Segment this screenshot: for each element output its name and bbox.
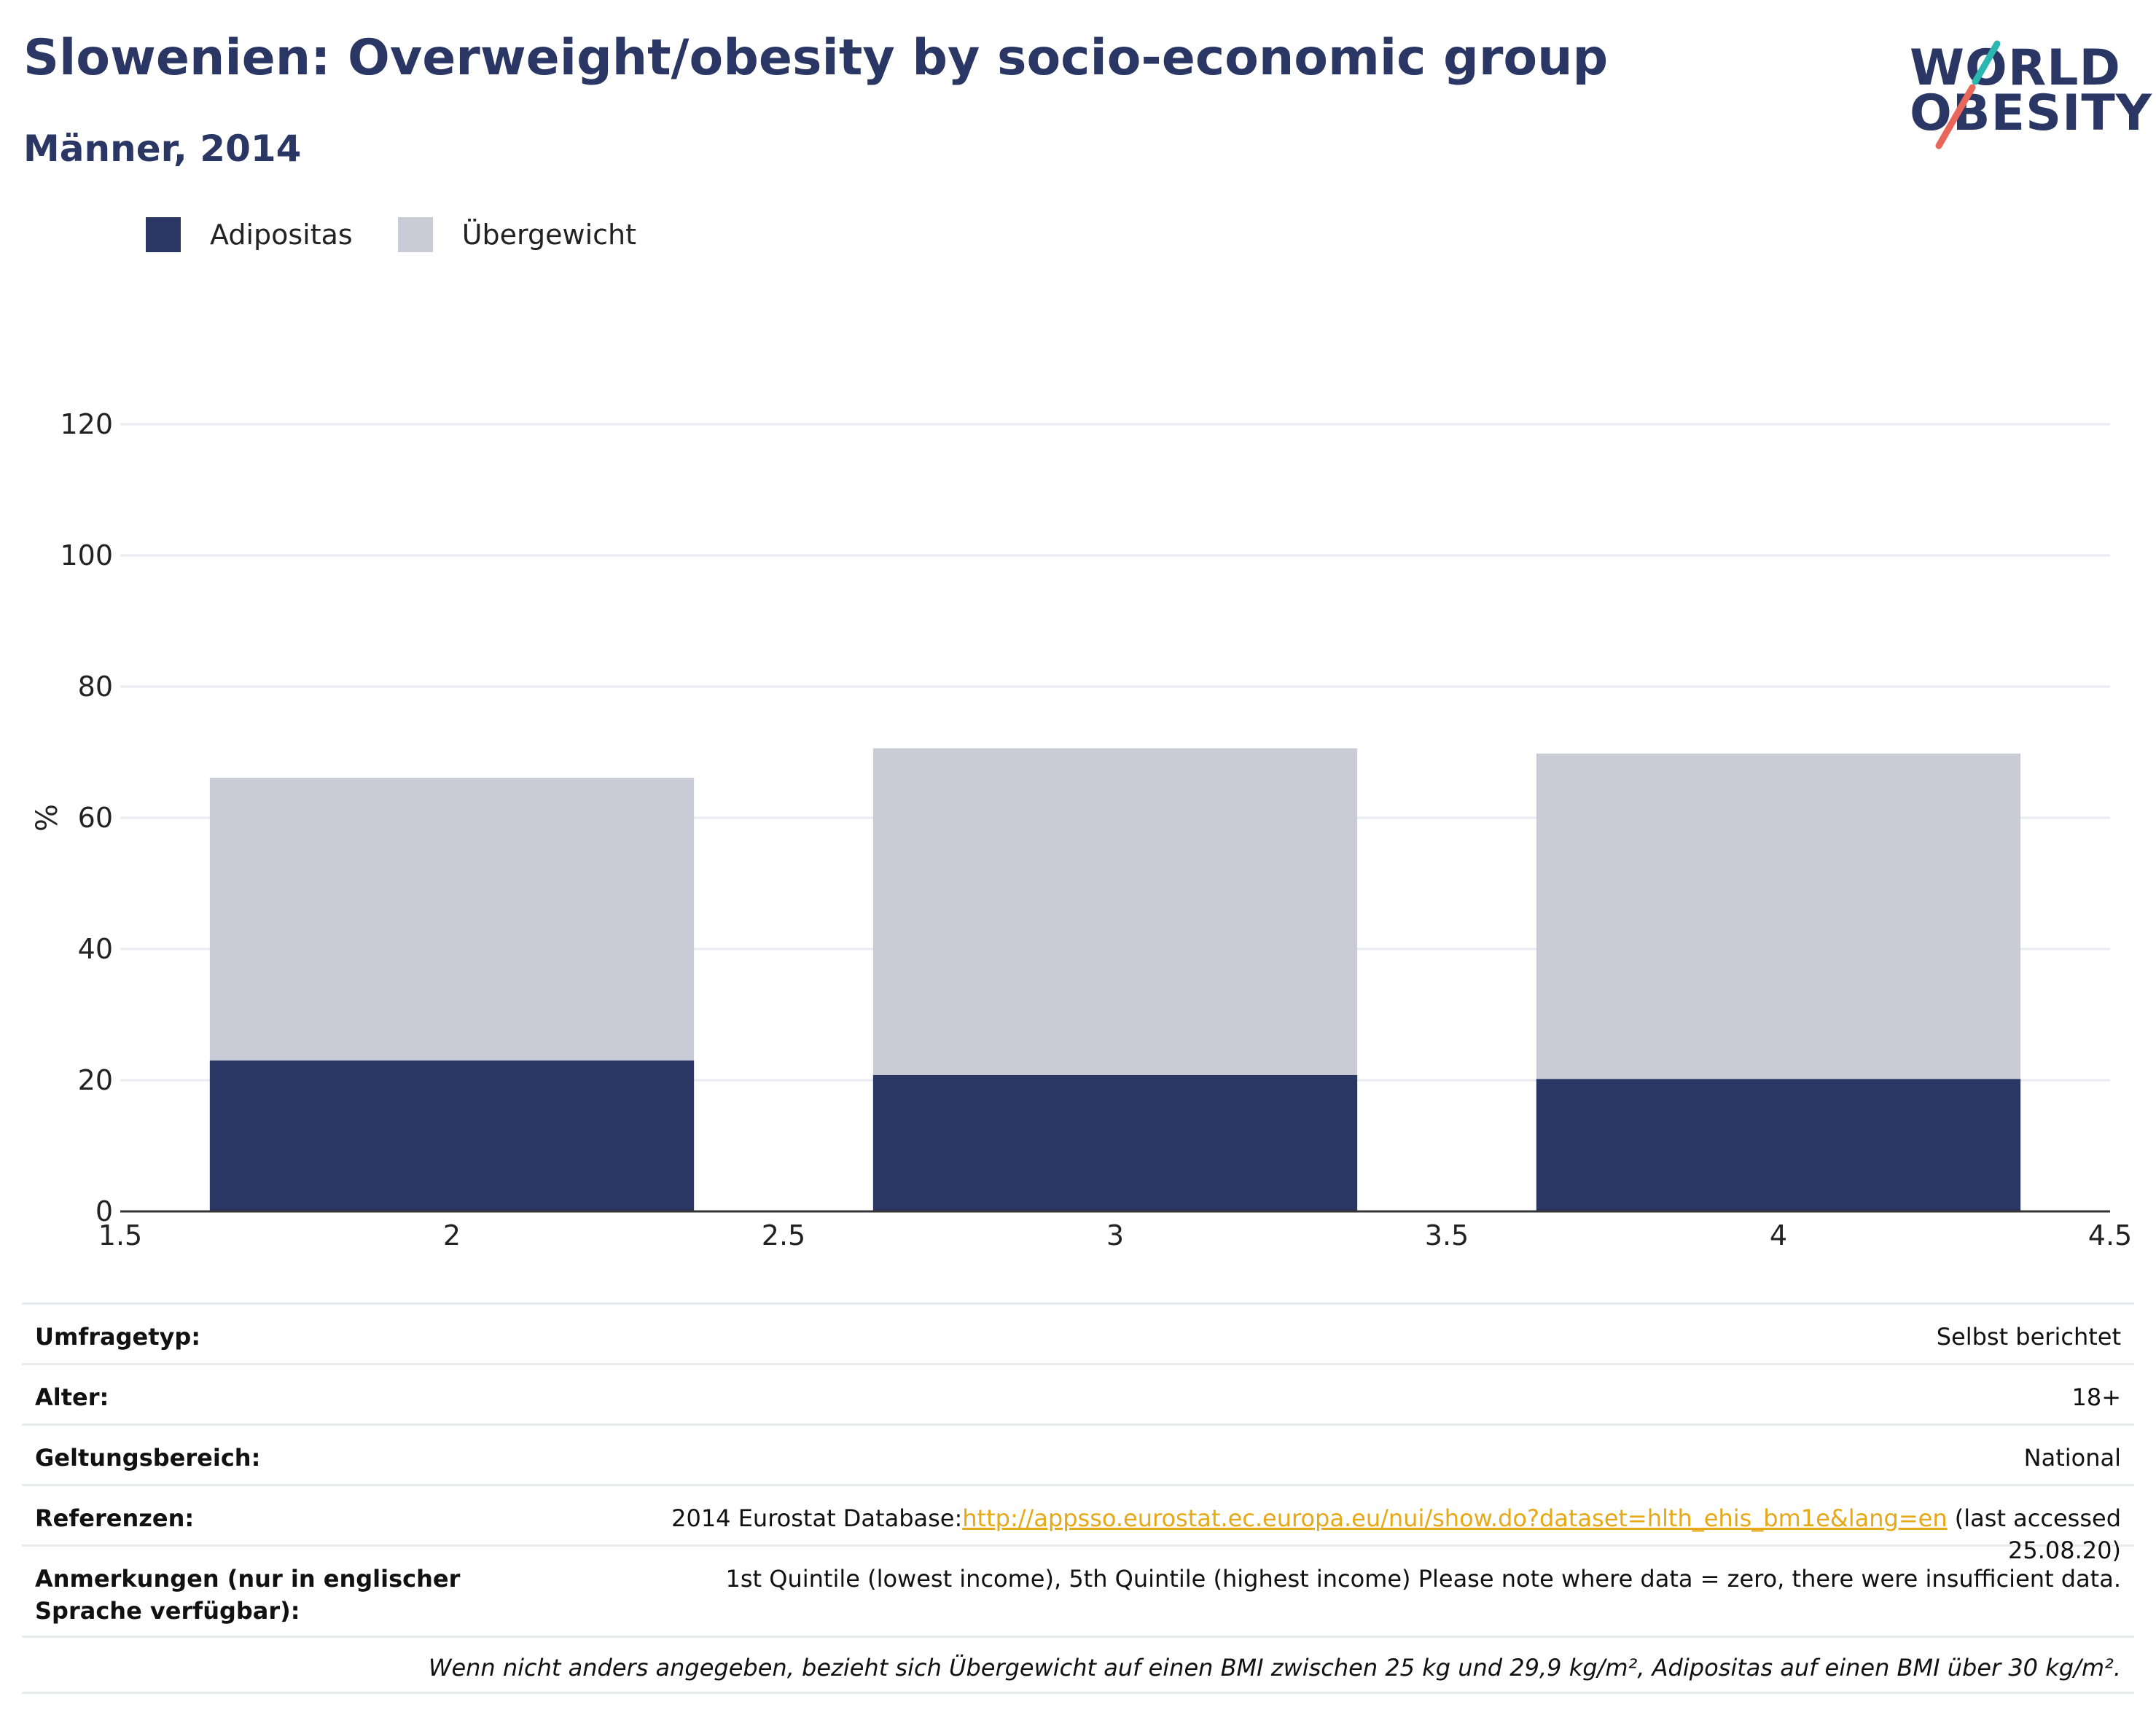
world-obesity-logo: WORLD OBESITY	[1895, 36, 2152, 160]
legend-swatch-adipositas	[146, 217, 181, 252]
bar-adipositas-4	[1536, 1079, 2021, 1211]
info-value-notes: 1st Quintile (lowest income), 5th Quinti…	[725, 1565, 2122, 1593]
info-row-survey-type: Umfragetyp: Selbst berichtet	[22, 1303, 2134, 1363]
info-value-references: 2014 Eurostat Database:http://appsso.eur…	[558, 1502, 2121, 1566]
y-tick-label: 60	[78, 802, 113, 834]
logo-slash-icon	[1935, 40, 2001, 149]
bar-uebergewicht-4	[1536, 753, 2021, 1079]
info-row-scope: Geltungsbereich: National	[22, 1423, 2134, 1484]
x-tick-label: 3.5	[1425, 1219, 1469, 1251]
legend-swatch-uebergewicht	[397, 217, 433, 252]
info-row-references: Referenzen: 2014 Eurostat Database:http:…	[22, 1484, 2134, 1564]
info-key-survey-type: Umfragetyp:	[35, 1323, 201, 1351]
x-tick-label: 4.5	[2088, 1219, 2132, 1251]
chart-title: Slowenien: Overweight/obesity by socio-e…	[23, 29, 1609, 87]
footnote: Wenn nicht anders angegeben, bezieht sic…	[22, 1636, 2134, 1694]
info-key-scope: Geltungsbereich:	[35, 1444, 261, 1472]
reference-prefix: 2014 Eurostat Database:	[671, 1504, 963, 1532]
info-row-age: Alter: 18+	[22, 1363, 2134, 1423]
y-tick-label: 100	[60, 539, 113, 571]
y-axis-label: %	[31, 804, 64, 832]
legend-item-uebergewicht[interactable]: Übergewicht	[397, 217, 636, 252]
info-value-survey-type: Selbst berichtet	[1936, 1323, 2121, 1351]
y-tick-label: 80	[78, 671, 113, 703]
legend-label-adipositas: Adipositas	[210, 219, 353, 251]
stacked-bar-chart: 0 20 40 60 80 100 120 1.5 2 2.5 3 3.5 4 4.5%	[31, 408, 2132, 1251]
info-key-notes: Anmerkungen (nur in englischer Sprache v…	[35, 1565, 461, 1625]
info-value-scope: National	[2023, 1444, 2121, 1472]
reference-suffix: (last accessed 25.08.20)	[1947, 1504, 2121, 1564]
x-tick-label: 2.5	[762, 1219, 805, 1251]
y-tick-label: 120	[60, 408, 113, 440]
chart-subtitle: Männer, 2014	[23, 128, 302, 170]
info-row-notes: Anmerkungen (nur in englischer Sprache v…	[22, 1544, 2134, 1636]
y-tick-label: 40	[78, 933, 113, 965]
bar-adipositas-2	[209, 1061, 695, 1211]
logo-line-1: WORLD	[1910, 39, 2121, 97]
info-key-age: Alter:	[35, 1383, 109, 1411]
reference-link[interactable]: http://appsso.eurostat.ec.europa.eu/nui/…	[962, 1504, 1948, 1532]
bar-adipositas-3	[872, 1074, 1358, 1211]
x-tick-label: 3	[1106, 1219, 1124, 1251]
legend-label-uebergewicht: Übergewicht	[461, 219, 636, 251]
bar-uebergewicht-3	[872, 748, 1358, 1075]
info-table: Umfragetyp: Selbst berichtet Alter: 18+ …	[22, 1303, 2134, 1694]
y-tick-label: 20	[78, 1064, 113, 1096]
bar-uebergewicht-2	[209, 778, 695, 1061]
y-tick-label: 0	[95, 1195, 113, 1227]
info-key-references: Referenzen:	[35, 1504, 195, 1532]
x-tick-label: 4	[1770, 1219, 1787, 1251]
chart-legend: Adipositas Übergewicht	[146, 217, 681, 252]
x-tick-label: 1.5	[98, 1219, 142, 1251]
x-tick-label: 2	[443, 1219, 461, 1251]
legend-item-adipositas[interactable]: Adipositas	[146, 217, 353, 252]
info-value-age: 18+	[2071, 1383, 2121, 1411]
